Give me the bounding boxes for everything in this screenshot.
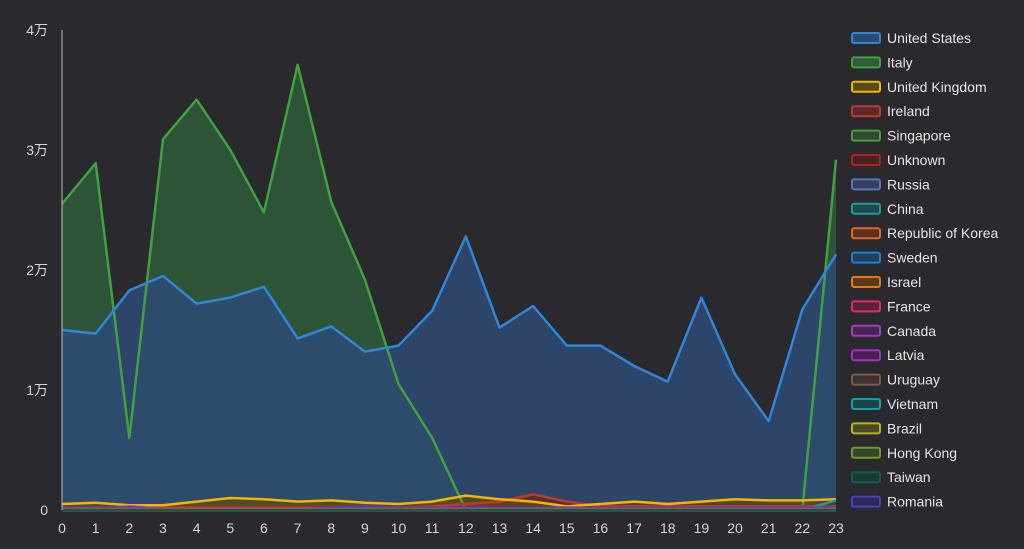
legend-label: United Kingdom	[887, 79, 987, 95]
legend-label: Brazil	[887, 420, 922, 436]
legend-item[interactable]: Romania	[851, 494, 943, 510]
x-tick-label: 20	[727, 520, 743, 536]
legend[interactable]: United States Italy United Kingdom Ireland S…	[851, 30, 999, 510]
legend-label: Ireland	[887, 103, 930, 119]
x-axis-ticks: 0 1 2 3 4 5 6 7 8 9 10 11 12 13 14 15 16 17 18 19 20 21 22 23	[58, 520, 844, 536]
x-tick-label: 1	[92, 520, 100, 536]
legend-swatch	[851, 398, 881, 410]
legend-item[interactable]: Israel	[851, 274, 921, 290]
legend-item[interactable]: Brazil	[851, 420, 922, 436]
legend-item[interactable]: Ireland	[851, 103, 930, 119]
x-tick-label: 17	[626, 520, 642, 536]
legend-swatch	[851, 495, 881, 508]
y-tick-label: 3万	[26, 142, 48, 158]
x-tick-label: 3	[159, 520, 167, 536]
y-tick-label: 4万	[26, 22, 48, 38]
legend-swatch	[851, 154, 881, 166]
legend-label: Israel	[887, 274, 921, 290]
legend-swatch	[851, 276, 881, 288]
legend-item[interactable]: Uruguay	[851, 372, 940, 388]
x-tick-label: 9	[361, 520, 369, 536]
legend-label: Uruguay	[887, 372, 940, 388]
legend-item[interactable]: United States	[851, 30, 971, 46]
legend-swatch	[851, 373, 881, 386]
x-tick-label: 7	[294, 520, 302, 536]
x-tick-label: 14	[525, 520, 541, 536]
legend-label: Hong Kong	[887, 445, 957, 461]
legend-swatch	[851, 129, 881, 142]
legend-item[interactable]: Singapore	[851, 128, 951, 144]
legend-swatch	[851, 446, 881, 459]
x-tick-label: 23	[828, 520, 844, 536]
legend-item[interactable]: France	[851, 298, 931, 314]
legend-item[interactable]: Vietnam	[851, 396, 938, 412]
legend-label: Singapore	[887, 128, 951, 144]
legend-swatch	[851, 471, 881, 484]
x-tick-label: 8	[327, 520, 335, 536]
legend-item[interactable]: Taiwan	[851, 469, 931, 485]
legend-label: Taiwan	[887, 469, 931, 485]
series-line-united-states	[61, 235, 838, 423]
series-line-united-kingdom	[61, 494, 837, 508]
y-tick-label: 0	[40, 502, 48, 518]
legend-label: Sweden	[887, 250, 938, 266]
y-tick-label: 1万	[26, 382, 48, 398]
y-tick-label: 2万	[26, 262, 48, 278]
x-tick-label: 22	[795, 520, 811, 536]
x-tick-label: 6	[260, 520, 268, 536]
legend-label: Italy	[887, 54, 913, 70]
legend-swatch	[851, 202, 881, 215]
legend-item[interactable]: Italy	[851, 54, 913, 70]
legend-label: China	[887, 201, 924, 217]
x-tick-label: 21	[761, 520, 777, 536]
series-lines	[61, 63, 838, 512]
legend-label: Latvia	[887, 347, 925, 363]
x-tick-label: 16	[593, 520, 609, 536]
legend-item[interactable]: Latvia	[851, 347, 925, 363]
legend-swatch	[851, 105, 881, 118]
legend-label: Romania	[887, 494, 943, 510]
x-tick-label: 0	[58, 520, 66, 536]
legend-item[interactable]: Russia	[851, 176, 930, 192]
x-tick-label: 12	[458, 520, 474, 536]
y-axis-ticks: 0 1万 2万 3万 4万	[26, 22, 48, 518]
legend-item[interactable]: United Kingdom	[851, 79, 987, 95]
legend-item[interactable]: Unknown	[851, 152, 945, 168]
legend-swatch	[851, 56, 881, 69]
x-tick-label: 2	[125, 520, 133, 536]
x-tick-label: 18	[660, 520, 676, 536]
legend-label: Republic of Korea	[887, 225, 999, 241]
legend-item[interactable]: Hong Kong	[851, 445, 957, 461]
legend-label: Vietnam	[887, 396, 938, 412]
legend-swatch	[851, 422, 881, 435]
legend-swatch	[851, 251, 881, 264]
x-tick-label: 19	[694, 520, 710, 536]
x-tick-label: 10	[391, 520, 407, 536]
legend-label: Unknown	[887, 152, 945, 168]
legend-swatch	[851, 300, 881, 313]
legend-swatch	[851, 178, 881, 191]
x-tick-label: 11	[425, 520, 440, 536]
legend-item[interactable]: Sweden	[851, 250, 938, 266]
x-tick-label: 13	[492, 520, 508, 536]
x-tick-label: 15	[559, 520, 575, 536]
x-tick-label: 4	[193, 520, 201, 536]
legend-swatch	[851, 349, 881, 362]
legend-item[interactable]: Canada	[851, 323, 936, 339]
legend-item[interactable]: China	[851, 201, 924, 217]
x-tick-label: 5	[226, 520, 234, 536]
legend-item[interactable]: Republic of Korea	[851, 225, 999, 241]
legend-swatch	[851, 80, 881, 93]
legend-swatch	[851, 227, 881, 240]
legend-label: France	[887, 298, 931, 314]
legend-label: Russia	[887, 176, 930, 192]
legend-swatch	[851, 324, 881, 337]
legend-label: United States	[887, 30, 971, 46]
legend-swatch	[851, 32, 881, 44]
legend-label: Canada	[887, 323, 936, 339]
series-area-united-states	[62, 236, 836, 510]
